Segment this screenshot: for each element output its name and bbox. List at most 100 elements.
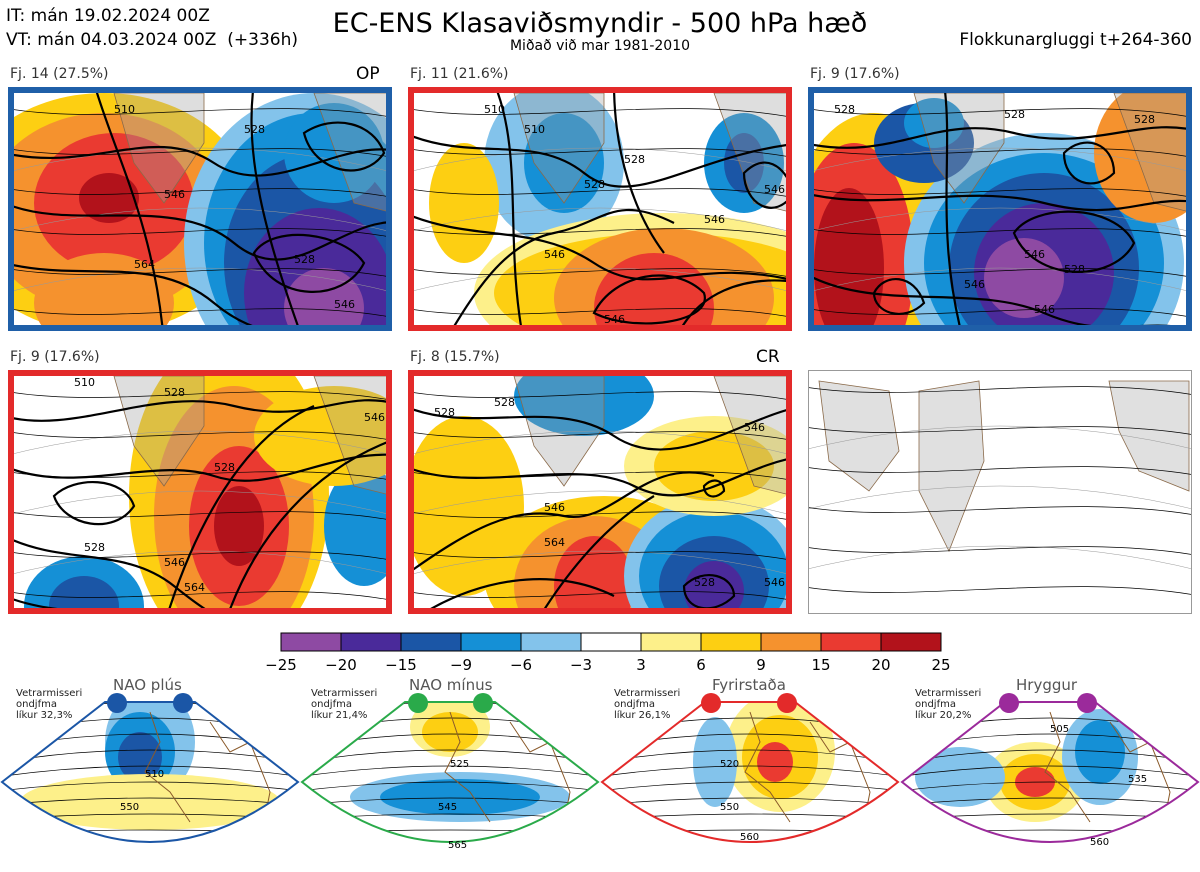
regime-contour xyxy=(2,765,298,779)
height-contour-thin xyxy=(14,511,386,520)
graticule-line xyxy=(814,147,1186,171)
colorbar-segment xyxy=(340,632,402,652)
contour-label: 546 xyxy=(364,411,385,424)
regime-note-line: líkur 32,3% xyxy=(16,710,73,721)
height-contour xyxy=(1012,210,1136,273)
regime-dot xyxy=(107,693,127,713)
regime-contour-label: 505 xyxy=(1050,724,1069,735)
height-contour-thin xyxy=(414,148,786,157)
height-contour-thin xyxy=(414,551,786,560)
contour-label: 510 xyxy=(74,376,95,389)
regime-map: 525 545 565 xyxy=(300,693,600,851)
height-contour xyxy=(250,93,299,325)
graticule-line xyxy=(14,147,386,171)
contour-label: 528 xyxy=(584,178,605,191)
regime-dot xyxy=(999,693,1019,713)
regime-anomaly xyxy=(20,774,280,830)
contour-label: 510 xyxy=(114,103,135,116)
contour-label: 546 xyxy=(334,298,355,311)
colorbar-segment xyxy=(580,632,642,652)
graticule-line xyxy=(414,147,786,171)
colorbar-tick-label: 3 xyxy=(636,656,646,674)
height-contour-thin xyxy=(414,268,786,277)
contour-label: 528 xyxy=(214,461,235,474)
regime-note-line: Vetrarmisseri xyxy=(915,688,982,699)
height-contour xyxy=(453,208,675,325)
height-contour xyxy=(14,453,386,482)
regime-border xyxy=(900,701,1200,843)
contour-label: 546 xyxy=(1024,248,1045,261)
regime-note: Vetrarmisseri ondjfma líkur 32,3% xyxy=(16,688,82,721)
contour-label: 528 xyxy=(84,541,105,554)
regime-contour xyxy=(302,765,598,779)
contour-label: 546 xyxy=(544,501,565,514)
graticule-line xyxy=(14,550,386,574)
height-contour xyxy=(592,274,706,325)
graticule-line xyxy=(414,207,786,231)
contour-label: 546 xyxy=(1034,303,1055,316)
regime-dot xyxy=(701,693,721,713)
colorbar-segment xyxy=(700,632,762,652)
height-contour xyxy=(252,233,366,293)
height-contour-thin xyxy=(809,466,1191,475)
height-contour-thin xyxy=(14,268,386,277)
contour-label: 546 xyxy=(964,278,985,291)
contour-label: 528 xyxy=(494,396,515,409)
landmass xyxy=(1113,93,1186,212)
height-contour xyxy=(168,404,315,608)
graticule-line xyxy=(414,430,786,454)
height-contour-thin xyxy=(814,108,1186,117)
contour-label: 546 xyxy=(544,248,565,261)
anomaly-area xyxy=(324,466,386,586)
cluster-map-panel: 510 528 528 510 546 546 546 546 xyxy=(408,87,792,331)
regime-dot xyxy=(1077,693,1097,713)
contour-label: 510 xyxy=(524,123,545,136)
height-contour xyxy=(414,408,786,451)
height-contour xyxy=(302,121,386,172)
regime-note-line: líkur 26,1% xyxy=(614,710,671,721)
graticule-line xyxy=(814,267,1186,291)
regime-note-line: ondjfma xyxy=(915,699,956,710)
regime-contour-label: 535 xyxy=(1128,774,1147,785)
height-contour-thin xyxy=(814,268,1186,277)
contour-label: 528 xyxy=(434,406,455,419)
regime-name: Fyrirstaða xyxy=(712,676,786,694)
height-contour xyxy=(14,598,58,608)
contour-label: 528 xyxy=(1004,108,1025,121)
regime-border xyxy=(0,701,300,843)
height-contour xyxy=(414,135,786,188)
graticule-line xyxy=(14,430,386,454)
panel-label: Fj. 14 (27.5%) xyxy=(10,66,109,82)
colorbar-tick-label: −3 xyxy=(569,656,593,674)
init-time: IT: mán 19.02.2024 00Z xyxy=(6,6,210,26)
landmass xyxy=(918,380,985,552)
height-contour xyxy=(14,539,206,608)
regime-note-line: Vetrarmisseri xyxy=(311,688,378,699)
anomaly-area xyxy=(214,486,264,566)
landmass xyxy=(1108,380,1190,492)
anomaly-area xyxy=(594,253,714,325)
colorbar-segment xyxy=(460,632,522,652)
height-contour xyxy=(414,458,786,497)
regime-contour-label: 565 xyxy=(448,840,467,851)
regime-dot xyxy=(408,693,428,713)
regime-note-line: Vetrarmisseri xyxy=(16,688,83,699)
colorbar-segment xyxy=(520,632,582,652)
height-contour-thin xyxy=(814,228,1186,237)
regime-coastline xyxy=(744,711,791,823)
contour-label: 546 xyxy=(744,421,765,434)
regime-contour-label: 550 xyxy=(120,802,139,813)
graticule-line xyxy=(414,550,786,574)
contour-label: 528 xyxy=(294,253,315,266)
regime-dot xyxy=(473,693,493,713)
regime-contour-label: 560 xyxy=(1090,837,1109,848)
height-contour-thin xyxy=(414,391,786,400)
contour-label: 528 xyxy=(624,153,645,166)
colorbar-tick-label: 15 xyxy=(811,656,831,674)
anomaly-area xyxy=(24,416,164,596)
height-contour-thin xyxy=(814,148,1186,157)
contour-label: 528 xyxy=(1064,263,1085,276)
height-contour xyxy=(742,161,786,209)
height-contour-thin xyxy=(809,586,1191,595)
height-contour xyxy=(414,471,715,571)
